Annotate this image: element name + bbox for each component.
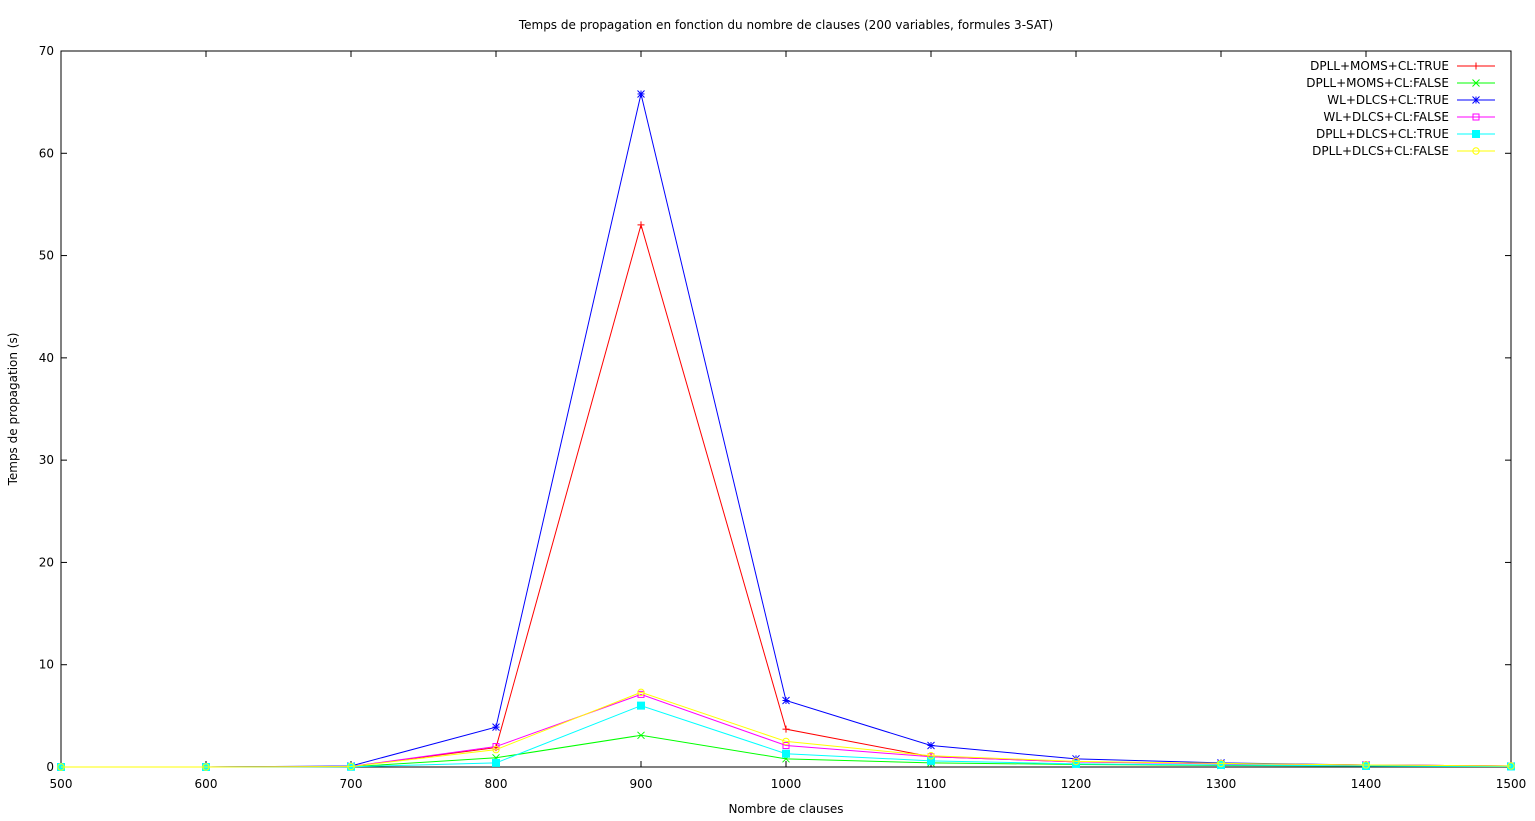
data-point-marker xyxy=(1507,762,1515,770)
y-tick-label: 30 xyxy=(39,453,54,467)
legend-item: DPLL+DLCS+CL:FALSE xyxy=(1312,144,1495,158)
series-line xyxy=(61,223,1512,768)
data-point-marker xyxy=(1472,130,1480,138)
y-tick-label: 20 xyxy=(39,555,54,569)
series-WL+DLCS+CL:TRUE xyxy=(57,90,1515,771)
data-point-marker xyxy=(782,742,790,750)
y-axis-label: Temps de propagation (s) xyxy=(6,333,20,487)
x-tick-label: 1500 xyxy=(1496,777,1527,791)
data-point-marker xyxy=(1472,147,1480,155)
legend-item: DPLL+MOMS+CL:TRUE xyxy=(1310,59,1495,73)
data-point-marker xyxy=(782,749,790,758)
x-tick-label: 500 xyxy=(50,777,73,791)
data-point-marker xyxy=(1472,113,1480,121)
series-DPLL+MOMS+CL:TRUE xyxy=(57,221,1515,771)
data-point-marker xyxy=(1362,761,1370,769)
x-tick-label: 600 xyxy=(195,777,218,791)
data-point-marker xyxy=(1472,62,1480,70)
y-tick-label: 60 xyxy=(39,146,54,160)
series-line xyxy=(61,705,1512,768)
plot-frame xyxy=(60,50,1512,768)
x-axis: 500 600 700 800 900 1000 1100 1200 1300 1400 1500 xyxy=(50,51,1527,791)
data-point-marker xyxy=(927,752,935,760)
data-point-marker xyxy=(782,737,790,746)
data-point-marker xyxy=(782,696,790,705)
legend-label: DPLL+MOMS+CL:TRUE xyxy=(1310,59,1449,73)
series-line xyxy=(61,93,1512,768)
series-DPLL+DLCS+CL:TRUE xyxy=(57,701,1515,771)
x-tick-label: 1200 xyxy=(1061,777,1092,791)
y-tick-label: 0 xyxy=(46,760,54,774)
legend-label: DPLL+DLCS+CL:TRUE xyxy=(1316,127,1449,141)
x-tick-label: 1300 xyxy=(1206,777,1237,791)
y-tick-label: 50 xyxy=(39,249,54,263)
legend-item: DPLL+MOMS+CL:FALSE xyxy=(1306,76,1495,90)
data-point-marker xyxy=(492,723,500,731)
legend-item: WL+DLCS+CL:TRUE xyxy=(1327,93,1495,107)
x-tick-label: 1100 xyxy=(916,777,947,791)
x-tick-label: 1400 xyxy=(1351,777,1382,791)
y-axis: 0 10 20 30 40 50 60 70 xyxy=(39,44,1511,774)
data-point-marker xyxy=(1072,757,1080,766)
data-point-marker xyxy=(637,701,645,710)
data-point-marker xyxy=(202,763,210,771)
data-point-marker xyxy=(927,741,935,750)
legend: DPLL+MOMS+CL:TRUE DPLL+MOMS+CL:FALSE WL+DL… xyxy=(1306,59,1495,158)
chart-title: Temps de propagation en fonction du nomb… xyxy=(518,18,1053,32)
y-tick-label: 10 xyxy=(39,658,54,672)
data-point-marker xyxy=(782,725,790,733)
series-DPLL+DLCS+CL:FALSE xyxy=(57,688,1515,771)
legend-item: DPLL+DLCS+CL:TRUE xyxy=(1316,127,1495,141)
data-point-marker xyxy=(927,756,935,765)
data-point-marker xyxy=(1472,79,1480,87)
data-point-marker xyxy=(637,688,645,697)
y-tick-label: 70 xyxy=(39,44,54,58)
data-point-marker xyxy=(637,90,645,98)
data-point-marker xyxy=(1217,760,1225,769)
data-point-marker xyxy=(1217,759,1225,768)
x-tick-label: 1000 xyxy=(771,777,802,791)
series-layer xyxy=(57,90,1515,771)
data-point-marker xyxy=(1472,96,1480,104)
data-point-marker xyxy=(1072,759,1080,768)
x-tick-label: 700 xyxy=(340,777,363,791)
legend-label: WL+DLCS+CL:FALSE xyxy=(1323,110,1449,124)
data-point-marker xyxy=(57,763,65,771)
x-axis-label: Nombre de clauses xyxy=(728,802,843,816)
data-point-marker xyxy=(492,758,500,767)
series-line xyxy=(61,691,1512,768)
legend-label: DPLL+MOMS+CL:FALSE xyxy=(1306,76,1449,90)
legend-item: WL+DLCS+CL:FALSE xyxy=(1323,110,1495,124)
data-point-marker xyxy=(637,731,645,740)
x-tick-label: 800 xyxy=(485,777,508,791)
legend-label: WL+DLCS+CL:TRUE xyxy=(1327,93,1449,107)
x-tick-label: 900 xyxy=(630,777,653,791)
legend-label: DPLL+DLCS+CL:FALSE xyxy=(1312,144,1449,158)
data-point-marker xyxy=(347,762,355,771)
data-point-marker xyxy=(492,745,500,754)
y-tick-label: 40 xyxy=(39,351,54,365)
data-point-marker xyxy=(637,221,645,229)
